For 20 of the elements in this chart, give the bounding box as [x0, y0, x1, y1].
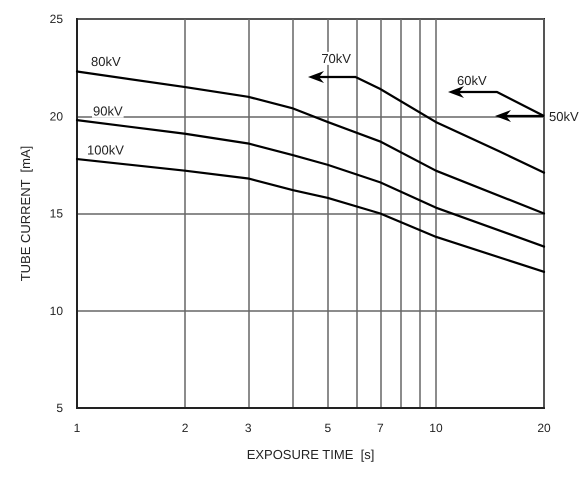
y-tick-label: 5 [56, 401, 64, 415]
y-tick-label: 25 [50, 12, 64, 26]
y-axis-title: TUBE CURRENT [mA] [18, 146, 33, 282]
x-tick-label: 1 [74, 421, 81, 435]
x-axis-title: EXPOSURE TIME [s] [246, 447, 374, 462]
series-label: 70kV [321, 50, 352, 66]
x-tick-label: 7 [377, 421, 384, 435]
y-tick-label: 10 [50, 304, 64, 318]
series-label: 80kV [91, 54, 121, 70]
y-tick-label: 20 [50, 109, 64, 124]
x-tick-label: 3 [244, 421, 252, 435]
x-tick-label: 10 [429, 421, 443, 435]
x-tick-label: 5 [324, 421, 332, 435]
x-tick-label: 20 [537, 421, 551, 435]
text: 50kV [549, 109, 579, 124]
annotation: 60kV [457, 73, 487, 88]
series-label: 90kV [93, 104, 123, 119]
series-label: 100kV [87, 142, 124, 158]
y-tick-label: 15 [50, 206, 64, 220]
x-tick-label: 2 [182, 421, 189, 435]
